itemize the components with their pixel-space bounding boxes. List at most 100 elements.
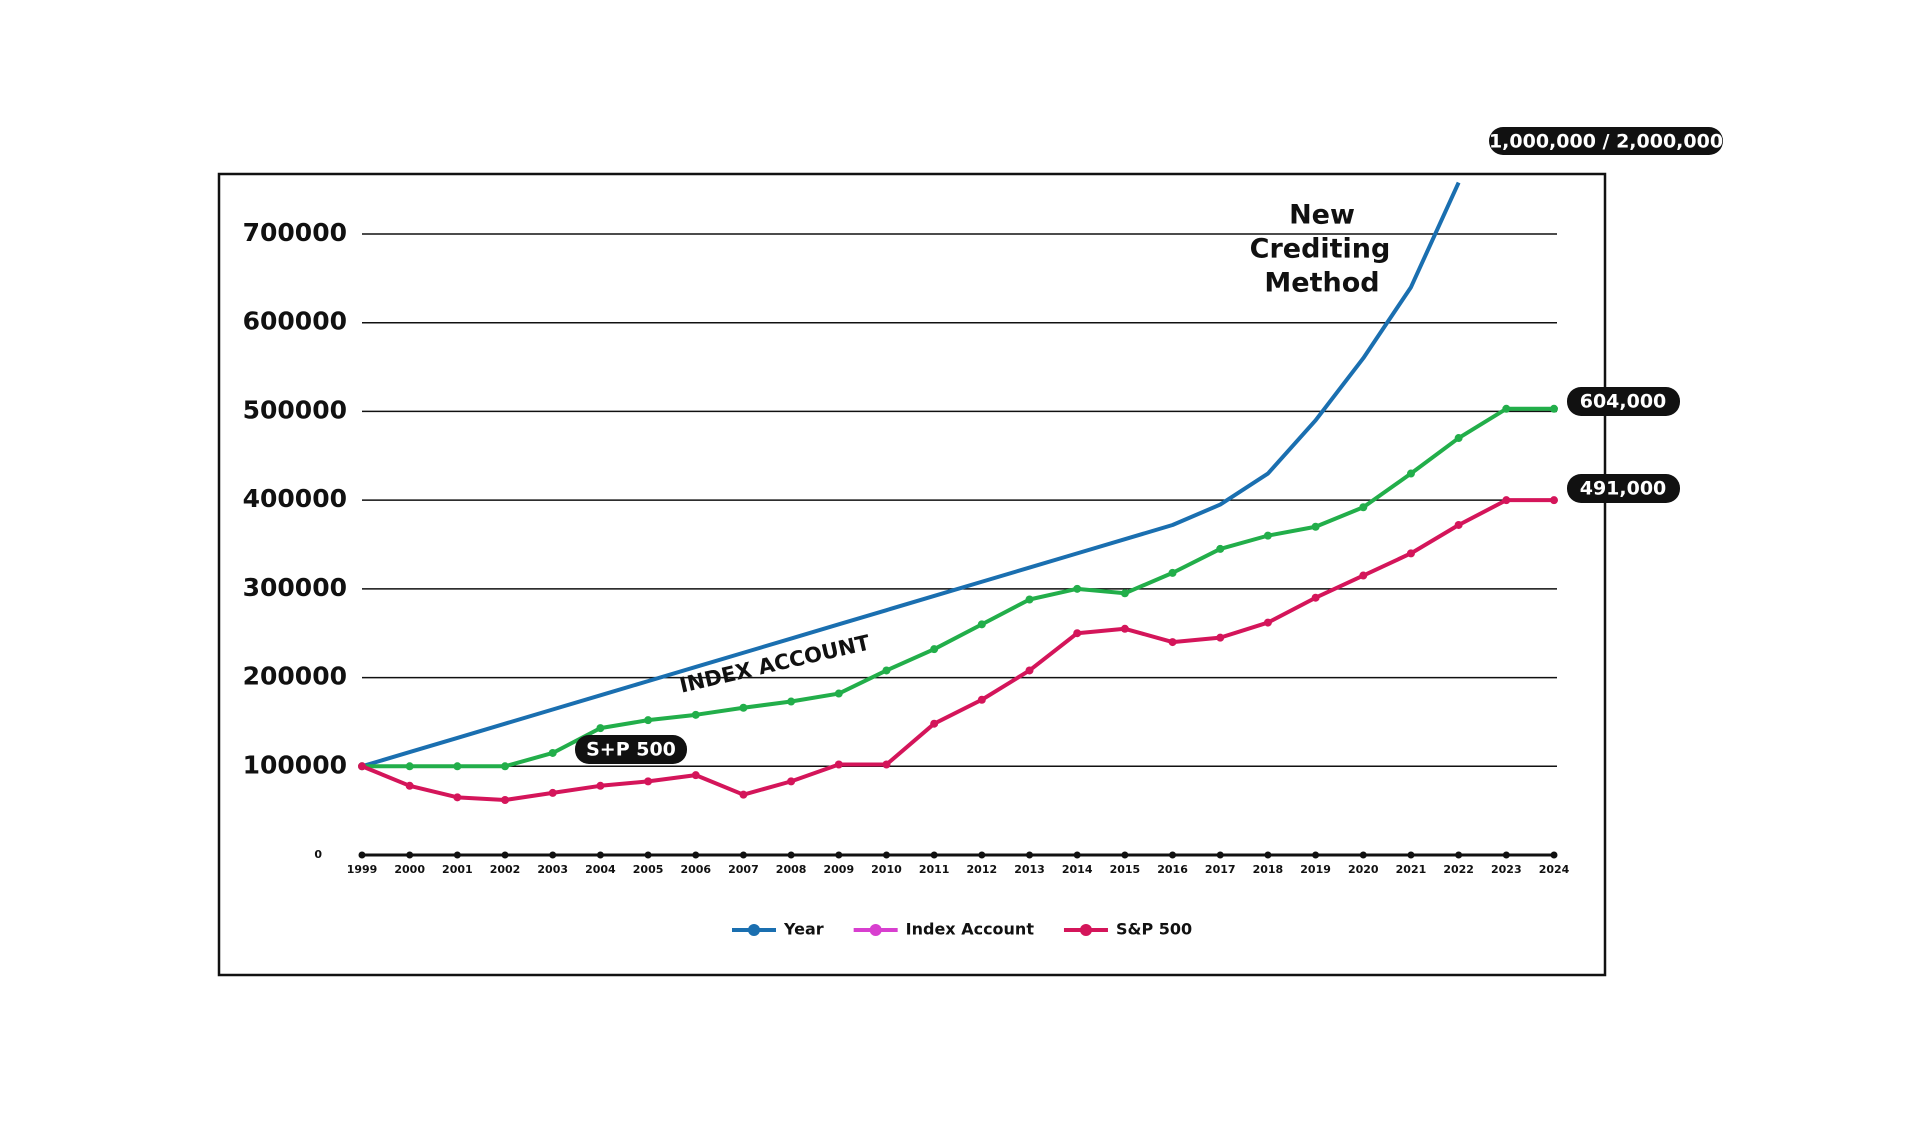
x-tick-label: 2017 [1205,863,1236,876]
series-point [691,710,700,719]
x-tick-mark [358,851,366,859]
series-point [1454,520,1463,529]
series-point [1263,618,1272,627]
series-point [1216,633,1225,642]
series-point [548,788,557,797]
method-label: Method [1264,268,1379,299]
legend-label: Index Account [906,920,1035,939]
series-line [362,406,1554,769]
x-tick-label: 2009 [823,863,854,876]
x-tick-label: 2016 [1157,863,1188,876]
series-point [882,760,891,769]
series-point [1454,434,1463,443]
x-tick-mark [978,851,986,859]
y-tick-label: 300000 [243,573,347,602]
series-point [1073,629,1082,638]
series-point [930,719,939,728]
series-point [1025,595,1034,604]
series-point [1025,666,1034,675]
series-point [1502,496,1511,505]
x-tick-mark [596,851,604,859]
series-point [1502,404,1511,413]
legend-marker [748,924,760,936]
x-tick-mark [1550,851,1558,859]
x-tick-mark [930,851,938,859]
series-point [739,790,748,799]
label-pill [1567,387,1680,416]
x-tick-label: 2014 [1062,863,1093,876]
series-point [1216,544,1225,553]
legend-marker [1079,924,1092,936]
x-tick-mark [1026,851,1034,859]
x-tick-label: 2020 [1348,863,1379,876]
series-point [787,697,796,706]
series-point [405,762,414,771]
series-point [930,645,939,654]
x-tick-label: 2003 [537,863,568,876]
plot-frame [217,172,1607,977]
y-tick-label: 600000 [243,307,347,336]
series-point [834,760,843,769]
x-tick-label: 1999 [347,863,378,876]
x-tick-mark [835,851,843,859]
series-point [644,716,653,725]
x-tick-label: 2002 [490,863,521,876]
x-tick-label: 2012 [967,863,998,876]
series-line [361,181,1461,769]
x-tick-mark [882,851,890,859]
x-tick-label: 2000 [394,863,425,876]
series-point [1359,571,1368,580]
y-tick-label: 100000 [243,750,347,779]
label-pill [1567,474,1680,503]
series-point [596,724,605,733]
top-label: 1,000,000 / 2,000,000 [1489,131,1723,153]
x-tick-mark [406,851,414,859]
x-tick-label: 2018 [1253,863,1284,876]
x-tick-label: 2001 [442,863,473,876]
x-tick-label: 2008 [776,863,807,876]
x-tick-mark [739,851,747,859]
series-point [977,620,986,629]
series-point [1120,589,1129,598]
sp-end-label: 491,000 [1580,478,1667,500]
series-point [1073,584,1082,593]
legend-label: Year [783,920,824,939]
x-tick-label: 2006 [680,863,711,876]
x-tick-mark [1169,851,1177,859]
x-tick-label: 2007 [728,863,759,876]
x-tick-mark [644,851,652,859]
lines [358,181,1558,804]
y-tick-label: 0 [314,848,322,861]
x-tick-label: 2010 [871,863,902,876]
x-tick-mark [692,851,700,859]
method-label: New [1289,200,1355,231]
label-pill [1489,127,1723,155]
y-tick-label: 200000 [243,662,347,691]
x-tick-label: 2013 [1014,863,1045,876]
x-tick-mark [549,851,557,859]
series-point [1406,549,1415,558]
x-tick-label: 2015 [1110,863,1141,876]
series-point [358,762,366,771]
x-tick-label: 2019 [1300,863,1331,876]
series-point [787,777,796,786]
label-pill [575,735,687,764]
series-point [977,695,986,704]
x-tick-label: 2024 [1539,863,1570,876]
x-tick-label: 2021 [1396,863,1427,876]
sp-tag: S+P 500 [586,739,676,761]
legend-marker [869,924,882,936]
series-point [453,762,462,771]
series-point [1311,593,1320,602]
series-line [361,498,1554,802]
series-point [596,781,605,790]
series-point [834,689,843,698]
y-tick-label: 700000 [243,218,347,247]
series-point [691,771,700,780]
series-point [1550,404,1558,413]
x-tick-mark [1312,851,1320,859]
series-point [1550,496,1558,505]
series-point [1359,503,1368,512]
x-tick-mark [1264,851,1272,859]
series-point [501,795,510,804]
